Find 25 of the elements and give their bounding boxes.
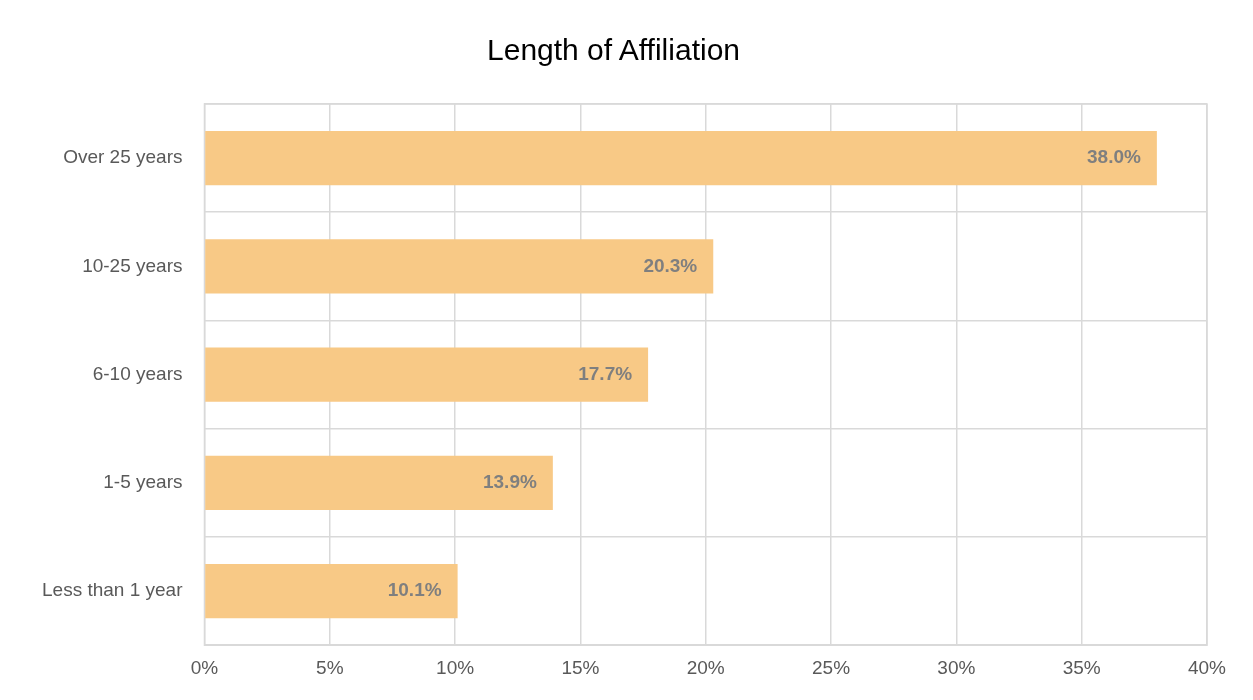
data-label: 17.7% (578, 362, 633, 384)
chart-title: Length of Affiliation (487, 33, 740, 67)
bar (205, 239, 714, 294)
x-tick-label: 25% (812, 656, 851, 678)
y-tick-label: 10-25 years (82, 254, 183, 276)
y-tick-label: 6-10 years (92, 362, 183, 384)
bar (205, 455, 553, 510)
y-tick-label: 1-5 years (103, 471, 183, 493)
x-tick-label: 40% (1187, 656, 1227, 678)
bar (205, 347, 649, 402)
x-tick-label: 0% (190, 656, 219, 678)
y-tick-label: Less than 1 year (41, 579, 184, 601)
bar (205, 131, 1157, 186)
data-label: 10.1% (387, 579, 442, 601)
x-tick-label: 30% (937, 656, 976, 678)
data-label: 20.3% (643, 254, 698, 276)
data-label: 13.9% (482, 471, 537, 493)
y-tick-label: Over 25 years (63, 146, 183, 168)
x-tick-label: 15% (561, 656, 600, 678)
x-tick-label: 35% (1062, 656, 1101, 678)
x-tick-label: 5% (316, 656, 344, 678)
x-tick-label: 20% (686, 656, 725, 678)
data-label: 38.0% (1087, 146, 1141, 168)
x-tick-label: 10% (436, 656, 475, 678)
bar (205, 564, 458, 619)
